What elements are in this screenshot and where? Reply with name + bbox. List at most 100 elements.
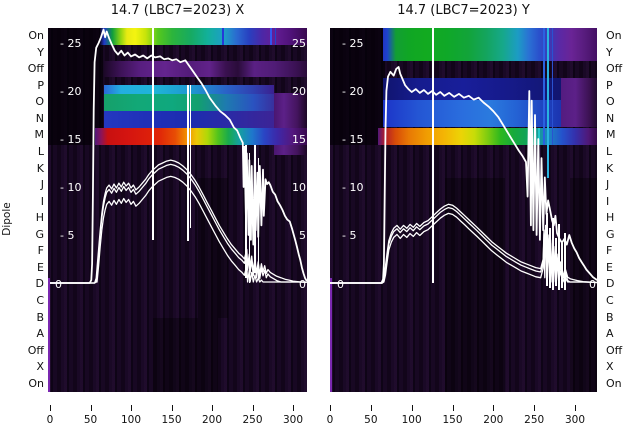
x-tick-label: 0 (326, 414, 334, 426)
heatmap-dark-column (570, 178, 597, 392)
dipole-row-label: H (606, 211, 615, 225)
rfi-vertical-line (152, 28, 154, 240)
rfi-vertical-line (187, 85, 189, 241)
dipole-row-label: B (606, 310, 614, 324)
x-tick-label: 150 (161, 414, 182, 426)
zero-label-left: 0 (337, 278, 344, 291)
value-tick-label-right: 15 (292, 133, 306, 146)
x-tick-mark (452, 405, 454, 411)
heatmap-panel-y: - 25 - 20 - 15 - 10 - 5 0 0 (330, 28, 597, 392)
dipole-row-label: J (40, 178, 44, 192)
heatmap-dark-region (330, 28, 385, 145)
dipole-axis-left: On Y Off P O N M L K J I H G F E D C B A Off X On (0, 28, 44, 392)
value-tick-label-left: - 15 (60, 133, 82, 146)
rfi-vertical-line (564, 233, 566, 290)
cluster-curve-0 (50, 159, 307, 284)
x-tick-label: 250 (242, 414, 263, 426)
rfi-vertical-line (330, 278, 332, 392)
x-tick-label: 150 (442, 414, 463, 426)
dipole-row-label: C (606, 294, 614, 307)
x-tick-label: 100 (401, 414, 422, 426)
heatmap-dark-column (153, 318, 218, 392)
dipole-row-label: O (35, 95, 44, 109)
dipole-row-label: F (606, 244, 613, 258)
x-tick-mark (411, 405, 413, 411)
rfi-vertical-line (270, 28, 272, 45)
main-power-curve (50, 28, 307, 284)
x-tick-mark (171, 405, 173, 411)
value-tick-label-left: - 5 (342, 229, 357, 242)
dipole-row-label: P (37, 78, 44, 92)
value-tick-label-right: 20 (292, 85, 306, 98)
dipole-row-label: C (36, 294, 44, 307)
dipole-row-label: X (606, 360, 614, 374)
x-tick-label: 50 (364, 414, 378, 426)
dipole-row-label: On (606, 29, 622, 42)
cluster-curve-2 (330, 212, 597, 284)
x-tick-label: 300 (564, 414, 586, 426)
rfi-vertical-line (48, 278, 50, 392)
dipole-row-label: B (36, 310, 44, 324)
x-tick-mark (50, 405, 51, 411)
dipole-row-label: D (606, 277, 615, 291)
heatmap-band-25-x (100, 28, 307, 45)
value-tick-label-left: - 25 (60, 37, 82, 50)
dipole-row-label: H (35, 211, 44, 225)
cluster-curve-2 (50, 175, 307, 284)
dipole-axis-right: On Y Off P O N M L K J I H G F E D C B A Off X On (606, 28, 640, 392)
dipole-row-label: F (37, 244, 44, 258)
dipole-row-label: Y (606, 45, 613, 59)
value-tick-label-left: - 15 (342, 133, 364, 146)
x-tick-mark (90, 405, 92, 411)
dipole-row-label: On (28, 376, 44, 390)
value-tick-label-left: - 5 (60, 229, 75, 242)
x-tick-mark (575, 405, 576, 411)
rfi-vertical-line (275, 28, 276, 45)
dipole-row-label: On (606, 376, 622, 390)
value-tick-label-left: - 20 (60, 85, 82, 98)
dipole-row-label: M (34, 128, 45, 142)
zero-label-right: 0 (589, 278, 596, 291)
x-tick-label: 300 (282, 414, 304, 426)
rfi-vertical-line (558, 224, 560, 290)
x-tick-mark (493, 405, 495, 411)
dipole-row-label: K (606, 161, 614, 175)
main-power-curve (330, 66, 597, 284)
dipole-row-label: M (606, 128, 616, 142)
rfi-vertical-line (561, 243, 563, 288)
heatmap-dark-column (445, 178, 505, 392)
x-tick-mark (131, 405, 132, 411)
cluster-curve-1 (330, 206, 597, 284)
rfi-vertical-line (538, 128, 540, 145)
dipole-row-label: O (606, 95, 615, 109)
heatmap-band-green-x (104, 94, 274, 111)
x-tick-mark (252, 405, 254, 411)
cluster-curve-1 (50, 163, 307, 284)
rfi-vertical-line (552, 28, 553, 145)
panel-title-y: 14.7 (LBC7=2023) Y (397, 3, 530, 18)
value-tick-label-left: - 20 (342, 85, 364, 98)
value-tick-label-right: 10 (292, 181, 306, 194)
heatmap-band-purple-y (561, 78, 597, 127)
heatmap-panel-x: - 25 25 - 20 20 - 15 15 - 10 10 - 5 5 0 0 (48, 28, 307, 392)
x-tick-mark (370, 405, 372, 411)
value-tick-label-left: - 25 (342, 37, 364, 50)
heatmap-band-cyan-x (104, 85, 274, 94)
zero-label-right: 0 (299, 278, 306, 291)
power-curves (50, 28, 307, 284)
x-tick-mark (534, 405, 536, 411)
value-tick-label-right: 5 (299, 229, 306, 242)
x-tick-label: 100 (120, 414, 142, 426)
rfi-vertical-line (547, 28, 549, 178)
dipole-row-label: Y (37, 45, 44, 59)
value-tick-label-left: - 10 (60, 181, 82, 194)
x-tick-label: 50 (83, 414, 98, 426)
dipole-row-label: G (35, 227, 44, 241)
rfi-vertical-line (543, 28, 545, 145)
x-tick-mark (330, 405, 331, 411)
dipole-row-label: J (606, 178, 610, 192)
x-tick-label: 250 (524, 414, 545, 426)
dipole-row-label: A (36, 327, 44, 341)
dipole-row-label: Off (606, 343, 623, 357)
x-tick-label: 0 (46, 414, 54, 426)
